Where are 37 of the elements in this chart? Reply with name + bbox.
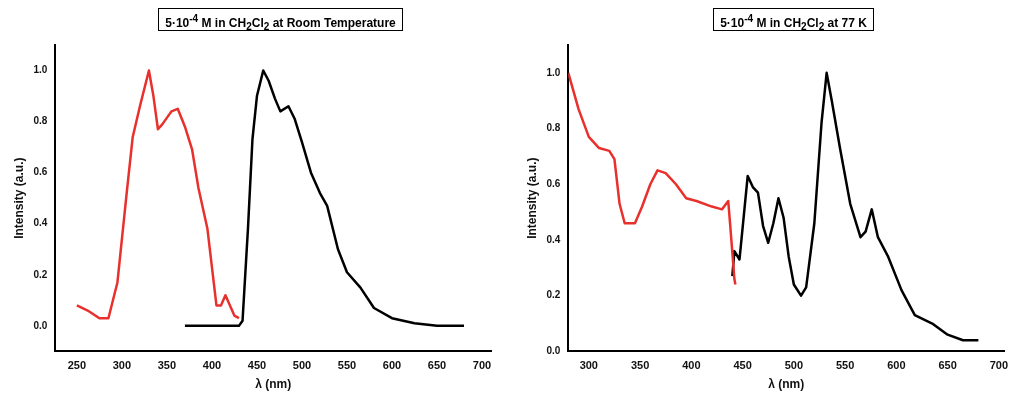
y-tick-label: 0.0 [33,319,48,331]
y-axis-title: Intensity (a.u.) [11,157,26,239]
x-tick-label: 500 [784,359,804,372]
x-tick-label: 400 [682,359,701,372]
y-tick-label: 0.2 [546,289,561,301]
x-tick-label: 650 [427,359,447,372]
y-tick-label: 0.8 [546,122,561,134]
x-tick-label: 450 [247,359,267,372]
x-tick-label: 550 [835,359,855,372]
x-axis-title: λ (nm) [255,377,292,392]
chart-title: 5·10$^{-4}$ M in CH$_{2}$Cl$_{2}$ at 77 K [713,8,874,33]
y-tick-label: 0.4 [546,233,561,245]
x-axis-title: λ (nm) [768,377,805,392]
x-tick-label: 400 [202,359,222,372]
x-tick-label: 550 [337,359,357,372]
y-tick-label: 0.4 [33,217,48,229]
x-tick-label: 500 [292,359,312,372]
x-tick-label: 250 [67,359,87,372]
y-tick-label: 1.0 [33,64,48,76]
x-tick-label: 700 [989,359,1009,372]
y-tick-label: 0.2 [33,268,48,280]
y-tick-label: 0.8 [33,115,48,127]
x-tick-label: 350 [630,359,650,372]
y-tick-label: 0.6 [546,178,561,190]
x-tick-label: 600 [887,359,906,372]
y-tick-label: 0.0 [546,345,561,357]
chart-title: 5·10$^{-4}$ M in CH$_{2}$Cl$_{2}$ at Room Temperature [158,8,403,33]
x-tick-label: 450 [733,359,752,372]
x-tick-label: 300 [112,359,132,372]
y-tick-label: 1.0 [546,66,561,78]
x-tick-label: 300 [579,359,598,372]
y-axis-title: Intensity (a.u.) [524,157,539,239]
x-tick-label: 600 [382,359,402,372]
x-tick-label: 700 [472,359,492,372]
x-tick-label: 350 [157,359,177,372]
y-tick-label: 0.6 [33,166,48,178]
x-tick-label: 650 [938,359,957,372]
